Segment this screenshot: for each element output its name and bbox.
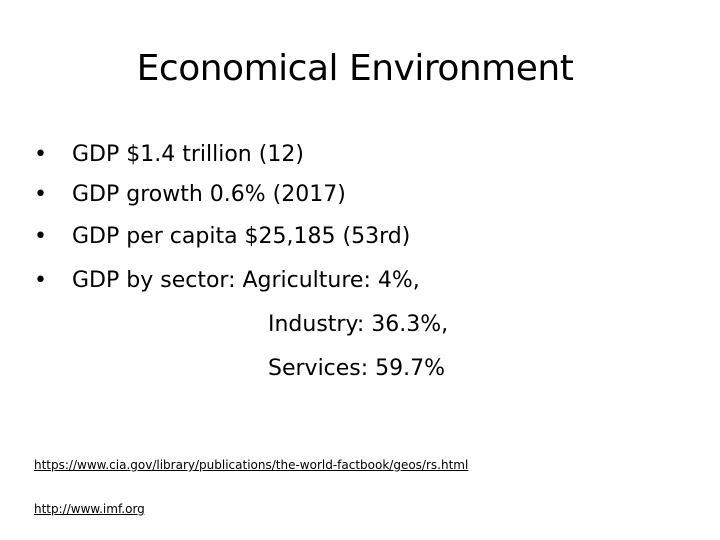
continuation-text: Services: 59.7% bbox=[268, 356, 446, 381]
link[interactable]: https://www.cia.gov/library/publications… bbox=[34, 458, 469, 472]
link[interactable]: http://www.imf.org bbox=[34, 502, 145, 516]
bullet-text: GDP by sector: Agriculture: 4%, bbox=[72, 268, 420, 293]
bullet-dot: • bbox=[34, 142, 47, 167]
continuation-text: Industry: 36.3%, bbox=[268, 312, 449, 337]
bullet-text: GDP per capita $25,185 (53rd) bbox=[72, 224, 411, 249]
bullet-dot: • bbox=[34, 224, 47, 249]
bullet-dot: • bbox=[34, 182, 47, 207]
bullet-dot: • bbox=[34, 268, 47, 293]
bullet-text: GDP $1.4 trillion (12) bbox=[72, 142, 304, 167]
bullet-text: GDP growth 0.6% (2017) bbox=[72, 182, 346, 207]
slide-title: Economical Environment bbox=[136, 48, 574, 89]
